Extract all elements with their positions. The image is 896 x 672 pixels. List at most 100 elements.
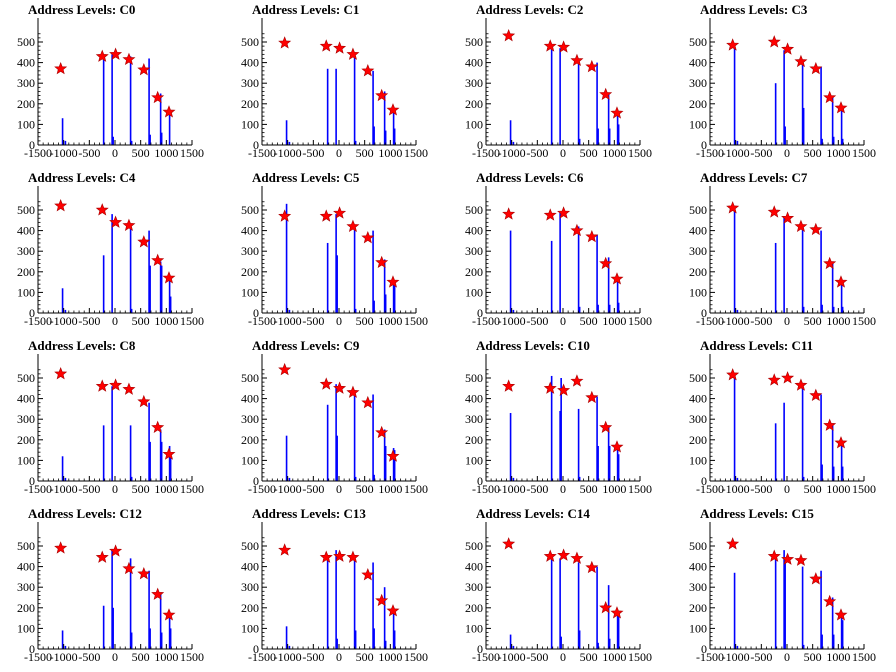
x-tick-label: 500	[356, 650, 374, 664]
histogram-bar	[774, 242, 777, 313]
histogram-bar	[336, 435, 338, 481]
histogram-bar	[608, 445, 611, 481]
histogram-bar	[821, 464, 823, 481]
x-tick-label: 0	[336, 650, 342, 664]
y-tick-label: 200	[689, 433, 707, 447]
histogram-bar	[168, 445, 171, 481]
peak-marker	[375, 425, 389, 439]
histogram-bar	[354, 308, 357, 313]
histogram-bar	[392, 107, 395, 145]
peak-marker	[726, 38, 740, 51]
y-tick-label: 300	[17, 412, 35, 426]
chart-panel-c13: Address Levels: C13 0 100 200 300 400 500 -1500…	[241, 506, 428, 664]
x-tick-label: -1000	[50, 146, 78, 160]
histogram-bar	[801, 566, 804, 649]
y-tick-label: 200	[689, 97, 707, 111]
x-tick-label: 500	[580, 650, 598, 664]
peak-marker	[585, 229, 599, 243]
panel-title: Address Levels: C7	[700, 170, 808, 185]
histogram-bar	[353, 390, 356, 481]
x-tick-label: -500	[526, 314, 548, 328]
chart-panel-c11: Address Levels: C11 0 100 200 300 400 500 -1500…	[689, 338, 876, 496]
y-tick-label: 100	[465, 621, 483, 635]
y-tick-label: 400	[689, 224, 707, 238]
histogram-bar	[559, 48, 561, 145]
y-tick-label: 200	[17, 265, 35, 279]
histogram-bar	[383, 587, 386, 649]
x-tick-label: 1500	[852, 314, 876, 328]
y-tick-label: 0	[477, 138, 483, 152]
x-tick-label: -1000	[274, 314, 302, 328]
histogram-bar	[607, 427, 610, 481]
histogram-bar	[608, 638, 611, 649]
peak-marker	[502, 28, 516, 42]
x-tick-label: 500	[804, 146, 822, 160]
peak-marker	[346, 550, 360, 563]
histogram-bar	[384, 130, 387, 145]
y-tick-label: 200	[465, 601, 483, 615]
x-tick-label: -1500	[696, 650, 724, 664]
histogram-bar	[160, 132, 163, 145]
histogram-bar	[509, 634, 512, 649]
histogram-bar	[159, 261, 162, 313]
y-tick-label: 400	[465, 224, 483, 238]
y-tick-label: 500	[241, 35, 259, 49]
x-tick-label: 500	[356, 482, 374, 496]
histogram-bar	[509, 413, 512, 481]
y-tick-label: 500	[689, 35, 707, 49]
y-tick-label: 300	[465, 580, 483, 594]
y-tick-label: 200	[17, 433, 35, 447]
histogram-bar	[733, 207, 736, 313]
histogram-bar	[326, 242, 329, 313]
x-tick-label: -1500	[696, 146, 724, 160]
histogram-bar	[733, 572, 736, 649]
histogram-bar	[169, 628, 172, 649]
peak-marker	[610, 272, 624, 285]
x-tick-label: 1000	[602, 146, 626, 160]
x-tick-label: -1500	[24, 314, 52, 328]
histogram-bar	[597, 304, 599, 313]
histogram-bar	[774, 423, 777, 481]
histogram-bar	[550, 46, 553, 146]
panel-title: Address Levels: C12	[28, 506, 142, 521]
peak-marker	[781, 42, 795, 55]
histogram-bar	[596, 62, 598, 145]
histogram-bar	[802, 476, 805, 481]
y-tick-label: 200	[17, 601, 35, 615]
y-tick-label: 300	[241, 580, 259, 594]
panel-title: Address Levels: C10	[476, 338, 590, 353]
histogram-bar	[129, 558, 132, 649]
histogram-bar	[578, 476, 581, 481]
histogram-bar	[64, 477, 67, 481]
histogram-bar	[354, 476, 357, 481]
x-tick-label: -1500	[696, 482, 724, 496]
histogram-bar	[831, 95, 834, 145]
peak-marker	[823, 418, 837, 431]
histogram-bar	[784, 126, 786, 145]
x-tick-label: -500	[78, 314, 100, 328]
histogram-bar	[821, 304, 823, 313]
y-tick-label: 300	[465, 76, 483, 90]
peak-marker	[599, 600, 613, 614]
x-tick-label: 0	[112, 146, 118, 160]
panel-title: Address Levels: C14	[476, 506, 590, 521]
histogram-bar	[841, 620, 844, 649]
histogram-bar	[578, 630, 581, 649]
histogram-bar	[335, 384, 337, 481]
y-tick-label: 400	[689, 56, 707, 70]
histogram-bar	[774, 556, 777, 649]
histogram-bar	[608, 128, 611, 145]
x-tick-label: -1500	[472, 146, 500, 160]
histogram-bar	[509, 120, 512, 145]
histogram-bar	[130, 476, 133, 481]
histogram-bar	[354, 140, 357, 145]
histogram-bar	[783, 402, 785, 481]
histogram-bar	[149, 441, 151, 481]
y-tick-label: 100	[465, 117, 483, 131]
peak-marker	[726, 368, 740, 381]
y-tick-label: 300	[17, 244, 35, 258]
histogram-bar	[392, 609, 395, 649]
y-tick-label: 200	[689, 601, 707, 615]
histogram-bar	[64, 645, 67, 649]
histogram-bar	[288, 477, 291, 481]
